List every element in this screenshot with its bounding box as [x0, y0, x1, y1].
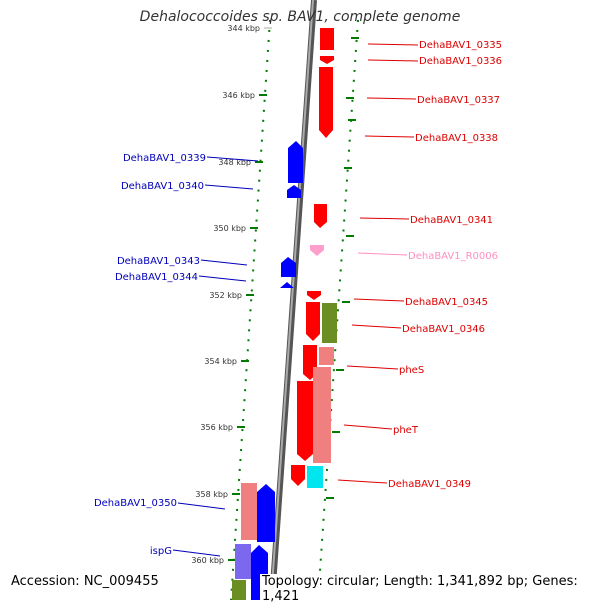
gene-DehaBAV1_0349[interactable] — [291, 465, 305, 486]
tick-label: 354 kbp — [204, 357, 237, 366]
gene-label-leader — [364, 135, 415, 138]
gene-label-leader — [346, 365, 399, 370]
gene-purple-inner[interactable] — [235, 544, 251, 579]
tick-label: 360 kbp — [191, 556, 224, 565]
tick-label: 356 kbp — [200, 423, 233, 432]
gene-label[interactable]: DehaBAV1_0340 — [121, 181, 204, 192]
tick-label: 346 kbp — [222, 91, 255, 100]
tick-label: 344 kbp — [227, 24, 260, 33]
gene-DehaBAV1_0336[interactable] — [320, 56, 334, 64]
gene-label[interactable]: DehaBAV1_0339 — [123, 153, 206, 164]
gene-label[interactable]: DehaBAV1_0338 — [415, 133, 498, 144]
gene-label[interactable]: DehaBAV1_0341 — [410, 215, 493, 226]
gene-DehaBAV1_0344[interactable] — [280, 282, 294, 288]
gene-label[interactable]: DehaBAV1_0344 — [115, 272, 198, 283]
tick-label: 350 kbp — [213, 224, 246, 233]
gene-label-leader — [177, 502, 226, 510]
gene-label-leader — [200, 259, 248, 266]
inner-track-dots — [230, 19, 271, 600]
gene-DehaBAV1_0339[interactable] — [288, 141, 303, 183]
gene-cyan[interactable] — [307, 466, 323, 488]
gene-label-leader — [343, 424, 393, 430]
gene-label-leader — [198, 275, 247, 282]
gene-label-leader — [366, 97, 417, 100]
gene-label[interactable]: DehaBAV1_0343 — [117, 256, 200, 267]
gene-light-2[interactable] — [313, 367, 331, 463]
gene-light-inner[interactable] — [241, 483, 257, 540]
outer-track-dots — [317, 19, 359, 600]
gene-label[interactable]: ispG — [150, 546, 172, 557]
gene-label-leader — [359, 217, 410, 220]
gene-olive-outer[interactable] — [322, 303, 337, 343]
tick-label: 352 kbp — [209, 291, 242, 300]
gene-label-leader — [204, 184, 254, 190]
gene-DehaBAV1_0346[interactable] — [306, 302, 320, 341]
gene-DehaBAV1_0335[interactable] — [320, 28, 334, 50]
gene-label-leader — [206, 156, 259, 162]
features-layer — [232, 28, 337, 600]
gene-label[interactable]: DehaBAV1_0345 — [405, 297, 488, 308]
gene-DehaBAV1_0345[interactable] — [307, 291, 321, 300]
gene-label[interactable]: DehaBAV1_0349 — [388, 479, 471, 490]
tick-label: 348 kbp — [218, 158, 251, 167]
gene-label-leader — [337, 479, 388, 484]
gene-label[interactable]: DehaBAV1_0346 — [402, 324, 485, 335]
gene-label[interactable]: DehaBAV1_0350 — [94, 498, 177, 509]
gene-DehaBAV1_0350[interactable] — [257, 484, 275, 542]
genome-backbone-highlight — [270, 0, 314, 600]
gene-label[interactable]: DehaBAV1_0335 — [419, 40, 502, 51]
accession-text: Accession: NC_009455 — [9, 574, 161, 589]
gene-olive-inner[interactable] — [232, 580, 246, 600]
page-title: Dehalococcoides sp. BAV1, complete genom… — [139, 9, 461, 25]
tick-label: 358 kbp — [195, 490, 228, 499]
gene-DehaBAV1_0337-0338[interactable] — [319, 67, 333, 138]
gene-pheT[interactable] — [297, 381, 313, 461]
genome-summary-text: Topology: circular; Length: 1,341,892 bp… — [260, 574, 600, 604]
gene-label[interactable]: pheT — [393, 425, 419, 436]
gene-label[interactable]: pheS — [399, 365, 424, 376]
gene-label-leader — [351, 324, 402, 329]
gene-DehaBAV1_0340[interactable] — [287, 185, 301, 198]
gene-DehaBAV1_0341[interactable] — [314, 204, 327, 228]
gene-label-leader — [367, 59, 419, 62]
gene-DehaBAV1_0343[interactable] — [281, 257, 296, 277]
gene-light-1[interactable] — [319, 347, 334, 365]
gene-label-leader — [367, 43, 419, 46]
gene-label-leader — [357, 252, 408, 256]
gene-label[interactable]: DehaBAV1_R0006 — [408, 251, 498, 262]
gene-label[interactable]: DehaBAV1_0336 — [419, 56, 502, 67]
gene-label-leader — [172, 549, 221, 557]
gene-label-leader — [353, 298, 405, 302]
gene-DehaBAV1_R0006[interactable] — [310, 245, 324, 256]
gene-label[interactable]: DehaBAV1_0337 — [417, 95, 500, 106]
